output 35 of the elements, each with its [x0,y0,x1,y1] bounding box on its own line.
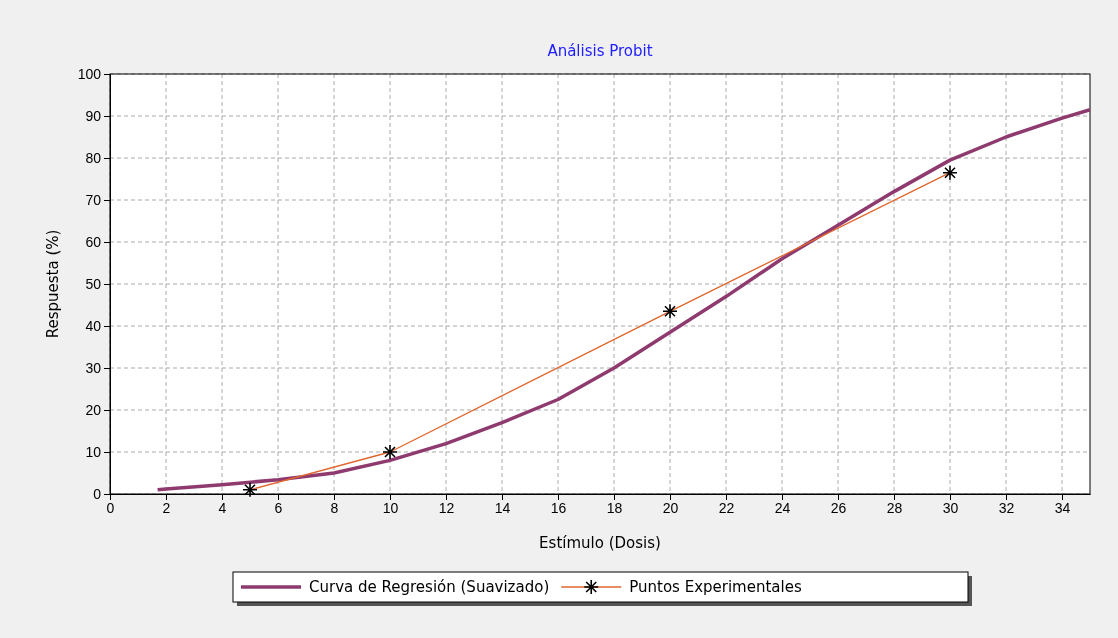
x-tick-label: 34 [1054,499,1071,516]
x-tick-label: 18 [606,499,623,516]
x-tick-label: 26 [830,499,847,516]
y-tick-label: 70 [85,191,102,208]
x-tick-label: 32 [998,499,1015,516]
x-tick-label: 10 [382,499,399,516]
y-tick-label: 80 [85,149,102,166]
line-series [155,107,1092,492]
legend-label: Puntos Experimentales [629,578,802,596]
x-tick-label: 12 [438,499,455,516]
x-tick-label: 28 [886,499,903,516]
y-tick-label: 40 [85,317,102,334]
y-tick-label: 0 [93,485,102,502]
y-tick-label: 20 [85,401,102,418]
x-tick-label: 30 [942,499,959,516]
x-tick-label: 22 [718,499,735,516]
y-axis-title: Respuesta (%) [44,229,62,339]
y-tick-label: 90 [85,107,102,124]
legend-label: Curva de Regresión (Suavizado) [309,578,550,596]
x-tick-label: 14 [494,499,511,516]
x-tick-label: 16 [550,499,567,516]
x-tick-label: 6 [274,499,283,516]
y-tick-label: 10 [85,443,102,460]
x-tick-label: 2 [162,499,171,516]
y-tick-label: 60 [85,233,102,250]
x-axis-title: Estímulo (Dosis) [539,534,661,552]
x-tick-label: 20 [662,499,679,516]
chart-title: Análisis Probit [547,42,653,60]
y-tick-label: 100 [77,65,102,82]
y-tick-label: 50 [85,275,102,292]
x-tick-label: 8 [330,499,339,516]
x-tick-label: 24 [774,499,791,516]
x-tick-label: 4 [218,499,227,516]
y-tick-label: 30 [85,359,102,376]
x-tick-label: 0 [106,499,115,516]
